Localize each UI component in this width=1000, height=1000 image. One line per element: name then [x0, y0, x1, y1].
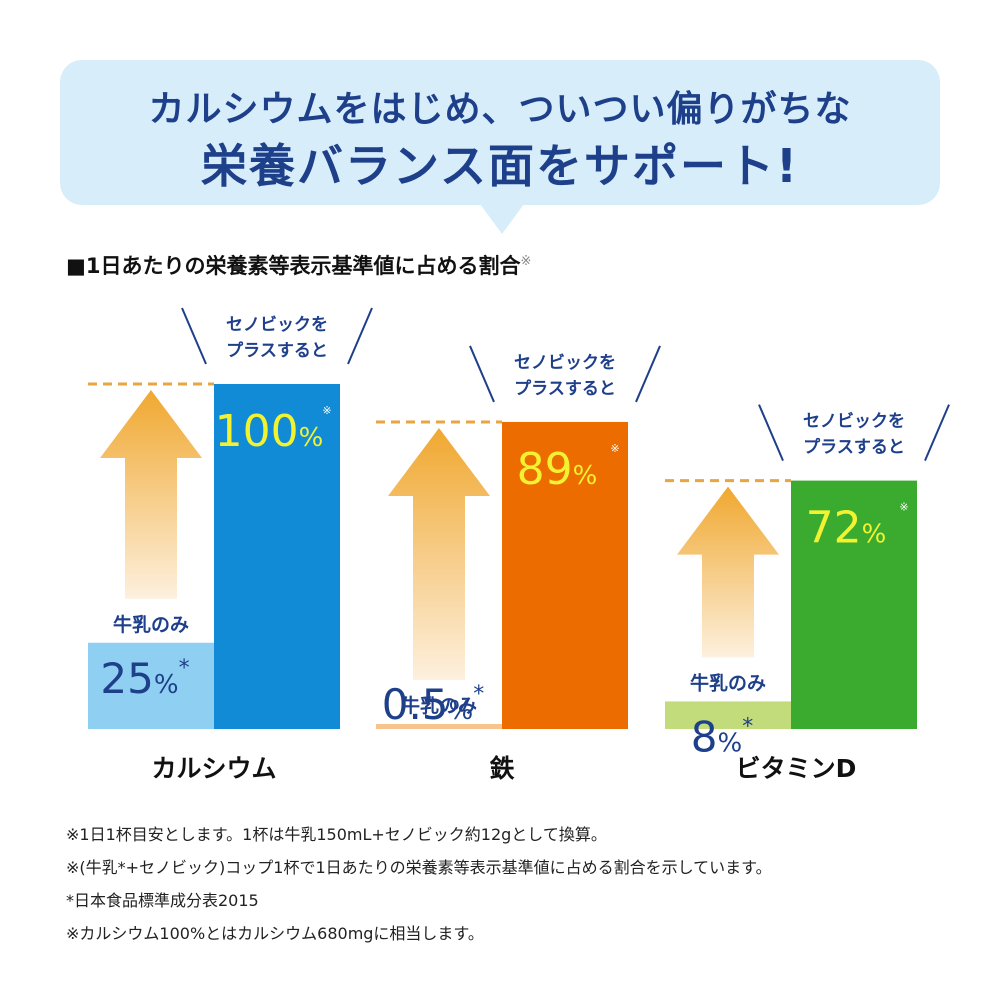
senobic-label-line2: プラスすると: [803, 437, 905, 458]
footnote-2: ※(牛乳*+セノビック)コップ1杯で1日あたりの栄養素等表示基準値に占める割合を…: [66, 858, 772, 877]
section-title-note-mark: ※: [520, 254, 532, 269]
callout-slash-left: [181, 307, 207, 365]
category-label: ビタミンD: [736, 754, 857, 783]
bar-with-senobic: [214, 384, 340, 729]
footnote-1: ※1日1杯目安とします。1杯は牛乳150mL+セノビック約12gとして換算。: [66, 825, 607, 844]
senobic-label-line1: セノビックを: [514, 353, 616, 373]
plus-value-note-mark: ※: [610, 442, 619, 455]
up-arrow-icon: [100, 390, 202, 599]
callout-slash-left: [758, 404, 784, 461]
senobic-label-line1: セノビックを: [226, 315, 328, 335]
banner-headline-line1: カルシウムをはじめ、ついつい偏りがちな: [148, 89, 852, 130]
bar-milk-only: [665, 701, 791, 729]
milk-only-label: 牛乳のみ: [401, 694, 477, 717]
banner-headline-line2: 栄養バランス面をサポート!: [200, 139, 800, 193]
bar-with-senobic: [791, 480, 917, 729]
callout-slash-left: [469, 345, 495, 403]
category-label: 鉄: [489, 754, 514, 783]
banner-bubble: [60, 60, 940, 205]
up-arrow-icon: [677, 486, 779, 658]
up-arrow-icon: [388, 427, 490, 680]
bar-with-senobic: [502, 421, 628, 729]
callout-slash-right: [924, 404, 950, 461]
callout-slash-right: [347, 307, 373, 365]
milk-value-label: 25%*: [100, 654, 189, 703]
plus-value-note-mark: ※: [322, 404, 331, 417]
footnote-3: *日本食品標準成分表2015: [66, 891, 259, 910]
milk-only-label: 牛乳のみ: [690, 671, 766, 694]
banner-bubble-tail: [480, 204, 524, 234]
bar-milk-only: [88, 642, 214, 729]
milk-only-label: 牛乳のみ: [113, 613, 189, 636]
senobic-label-line2: プラスすると: [226, 340, 328, 361]
senobic-label-line2: プラスすると: [514, 378, 616, 399]
bar-milk-only: [376, 724, 502, 729]
senobic-label-line1: セノビックを: [803, 412, 905, 432]
milk-value-label: 0.5%*: [382, 680, 485, 729]
section-title-text: ■1日あたりの栄養素等表示基準値に占める割合: [66, 254, 521, 278]
plus-value-note-mark: ※: [899, 501, 908, 514]
footnotes: ※1日1杯目安とします。1杯は牛乳150mL+セノビック約12gとして換算。 ※…: [66, 818, 772, 950]
footnote-4: ※カルシウム100%とはカルシウム680mgに相当します。: [66, 924, 484, 943]
section-title: ■1日あたりの栄養素等表示基準値に占める割合※: [66, 250, 531, 280]
category-label: カルシウム: [151, 754, 276, 783]
callout-slash-right: [635, 345, 661, 403]
